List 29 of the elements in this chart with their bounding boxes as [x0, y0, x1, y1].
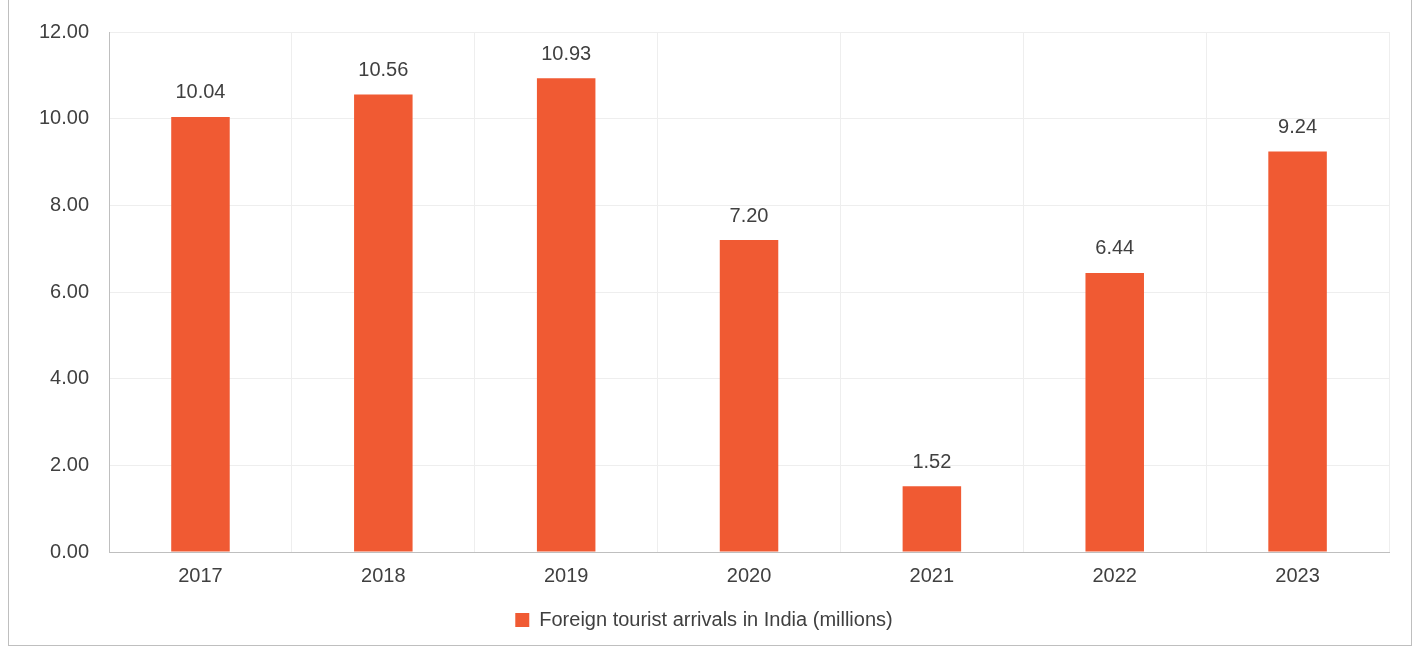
bar [1085, 272, 1144, 552]
x-tick-label: 2022 [1092, 563, 1137, 586]
bar [1268, 151, 1327, 552]
data-label: 10.04 [175, 80, 226, 103]
x-tick-label: 2017 [178, 563, 223, 586]
y-tick-label: 8.00 [50, 192, 90, 215]
data-label: 10.56 [358, 57, 409, 80]
bar [354, 94, 413, 552]
legend-label: Foreign tourist arrivals in India (millions) [539, 607, 893, 630]
data-label: 10.93 [541, 41, 592, 64]
bar [719, 240, 779, 552]
x-tick-label: 2020 [726, 563, 772, 586]
y-tick-label: 2.00 [50, 452, 90, 475]
x-tick-label: 2018 [361, 563, 406, 586]
data-label: 9.24 [1278, 115, 1318, 138]
y-tick-label: 6.00 [50, 279, 90, 302]
x-tick-label: 2023 [1275, 563, 1320, 586]
x-tick-label: 2019 [543, 563, 589, 586]
x-tick-label: 2021 [909, 563, 955, 586]
y-tick-label: 10.00 [38, 106, 90, 129]
y-tick-label: 12.00 [38, 19, 90, 42]
bar [536, 78, 596, 552]
data-label: 1.52 [912, 449, 952, 472]
y-tick-label: 4.00 [50, 366, 90, 389]
y-tick-label: 0.00 [50, 539, 90, 562]
bar [171, 116, 230, 552]
bar [902, 486, 962, 552]
data-label: 6.44 [1095, 236, 1135, 259]
data-label: 7.20 [729, 203, 769, 226]
